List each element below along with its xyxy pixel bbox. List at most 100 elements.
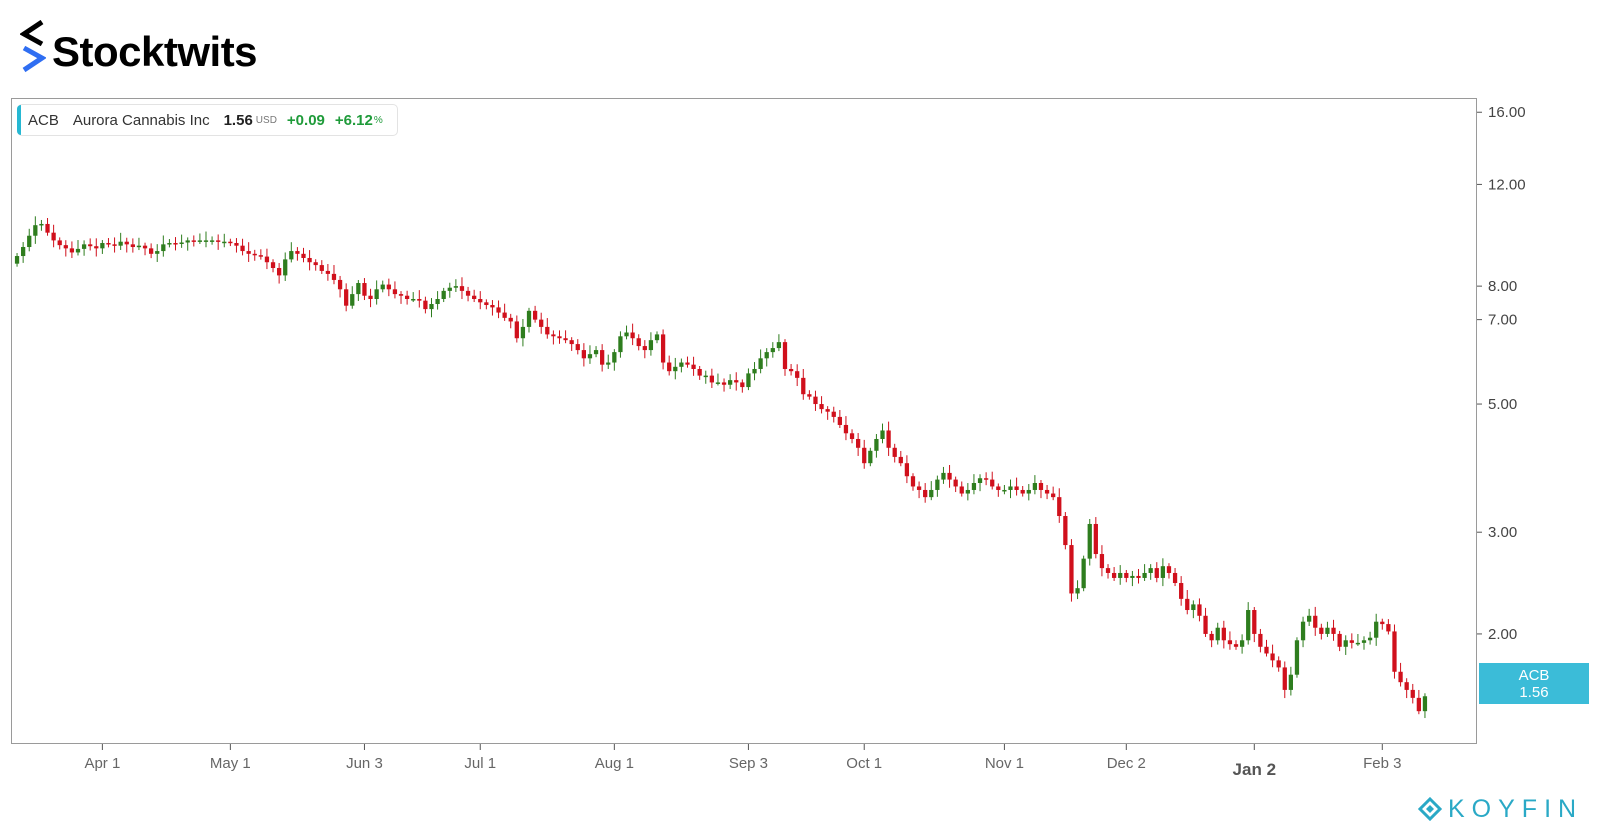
candle-body bbox=[1282, 667, 1287, 690]
koyfin-watermark[interactable]: KOYFIN bbox=[1418, 795, 1583, 823]
candle-body bbox=[807, 394, 812, 397]
candle-body bbox=[1160, 566, 1166, 578]
y-tick-label: 8.00 bbox=[1488, 278, 1517, 295]
candle-body bbox=[923, 489, 928, 498]
candle-body bbox=[112, 244, 117, 246]
candle-body bbox=[1044, 489, 1050, 494]
candle-body bbox=[849, 433, 855, 439]
candle-body bbox=[1386, 624, 1391, 632]
candle-body bbox=[776, 342, 782, 349]
candle-body bbox=[1270, 653, 1275, 661]
candle-body bbox=[916, 486, 922, 490]
candle-body bbox=[801, 377, 806, 395]
x-tick-label: Jun 3 bbox=[346, 755, 383, 772]
candle-body bbox=[1258, 633, 1263, 647]
candle-body bbox=[1111, 572, 1117, 578]
candle-body bbox=[1307, 615, 1312, 622]
candle-body bbox=[545, 326, 550, 335]
candle-body bbox=[45, 223, 50, 233]
candle-body bbox=[398, 294, 404, 296]
y-tick-label: 16.00 bbox=[1488, 104, 1526, 121]
candle-body bbox=[380, 284, 385, 290]
candle-body bbox=[453, 286, 459, 288]
candle-body bbox=[935, 479, 940, 490]
candle-body bbox=[1136, 575, 1141, 578]
candle-body bbox=[337, 279, 343, 290]
candle-body bbox=[88, 244, 93, 247]
candle-body bbox=[386, 284, 391, 290]
candle-body bbox=[94, 246, 99, 249]
candle-body bbox=[435, 299, 440, 305]
candle-body bbox=[1343, 640, 1348, 647]
candle-body bbox=[587, 354, 593, 359]
candle-body bbox=[81, 244, 87, 249]
candle-body bbox=[197, 240, 203, 242]
candle-body bbox=[21, 247, 26, 257]
candle-body bbox=[179, 242, 184, 244]
candle-body bbox=[1392, 631, 1397, 672]
candle-body bbox=[130, 244, 135, 248]
candle-body bbox=[721, 382, 727, 385]
candle-body bbox=[941, 472, 946, 480]
candle-body bbox=[289, 251, 294, 260]
candle-body bbox=[843, 424, 849, 434]
candle-body bbox=[508, 317, 513, 322]
candle-body bbox=[1300, 621, 1306, 641]
candle-body bbox=[228, 241, 233, 244]
y-tick-label: 12.00 bbox=[1488, 176, 1526, 193]
candle-body bbox=[868, 450, 873, 464]
candle-body bbox=[612, 352, 617, 363]
candle-body bbox=[216, 240, 221, 242]
candle-body bbox=[344, 289, 349, 306]
candle-body bbox=[1008, 486, 1013, 490]
x-tick-label: Sep 3 bbox=[729, 755, 768, 772]
candle-body bbox=[1246, 610, 1251, 641]
candle-body bbox=[697, 368, 702, 376]
candle-body bbox=[325, 270, 331, 274]
candle-body bbox=[478, 299, 483, 303]
candle-body bbox=[1325, 627, 1330, 634]
percent-sign: % bbox=[373, 114, 383, 126]
candle-body bbox=[1057, 497, 1062, 517]
y-tick-label: 7.00 bbox=[1488, 312, 1517, 329]
candle-body bbox=[874, 438, 879, 451]
candle-body bbox=[1209, 633, 1214, 641]
candle-body bbox=[1087, 523, 1092, 559]
candle-body bbox=[1148, 568, 1153, 573]
y-tick-label: 5.00 bbox=[1488, 396, 1517, 413]
price-change-percent: +6.12 bbox=[334, 111, 373, 129]
candle-body bbox=[600, 350, 605, 365]
candle-body bbox=[728, 380, 733, 385]
koyfin-wordmark: KOYFIN bbox=[1448, 794, 1584, 823]
candle-body bbox=[264, 256, 270, 263]
candle-body bbox=[758, 358, 763, 369]
candle-body bbox=[831, 411, 836, 417]
company-name: Aurora Cannabis Inc bbox=[72, 111, 210, 129]
candle-body bbox=[368, 295, 373, 300]
candle-body bbox=[240, 245, 245, 252]
candle-body bbox=[813, 396, 818, 405]
candle-body bbox=[782, 342, 788, 369]
candle-body bbox=[1239, 640, 1245, 647]
candle-body bbox=[929, 489, 934, 498]
x-tick-label: Jan 2 bbox=[1233, 760, 1276, 779]
candle-body bbox=[1422, 696, 1428, 712]
last-price-badge: ACB 1.56 bbox=[1479, 663, 1589, 704]
ticker-accent-bar bbox=[17, 105, 21, 135]
candle-body bbox=[1093, 523, 1098, 555]
candle-body bbox=[307, 257, 312, 263]
candle-body bbox=[532, 310, 538, 320]
candle-body bbox=[1319, 627, 1324, 634]
candle-body bbox=[1142, 572, 1147, 578]
candle-body bbox=[1191, 604, 1196, 611]
candle-body bbox=[1374, 621, 1379, 638]
price-change: +0.09 bbox=[286, 111, 325, 129]
candle-body bbox=[977, 478, 983, 484]
candle-body bbox=[996, 486, 1001, 490]
ticker-legend[interactable]: ACB Aurora Cannabis Inc 1.56 USD +0.09 +… bbox=[17, 104, 398, 136]
candle-body bbox=[1410, 689, 1415, 698]
candle-body bbox=[1276, 660, 1281, 668]
candle-body bbox=[356, 283, 361, 295]
candle-body bbox=[276, 267, 282, 276]
